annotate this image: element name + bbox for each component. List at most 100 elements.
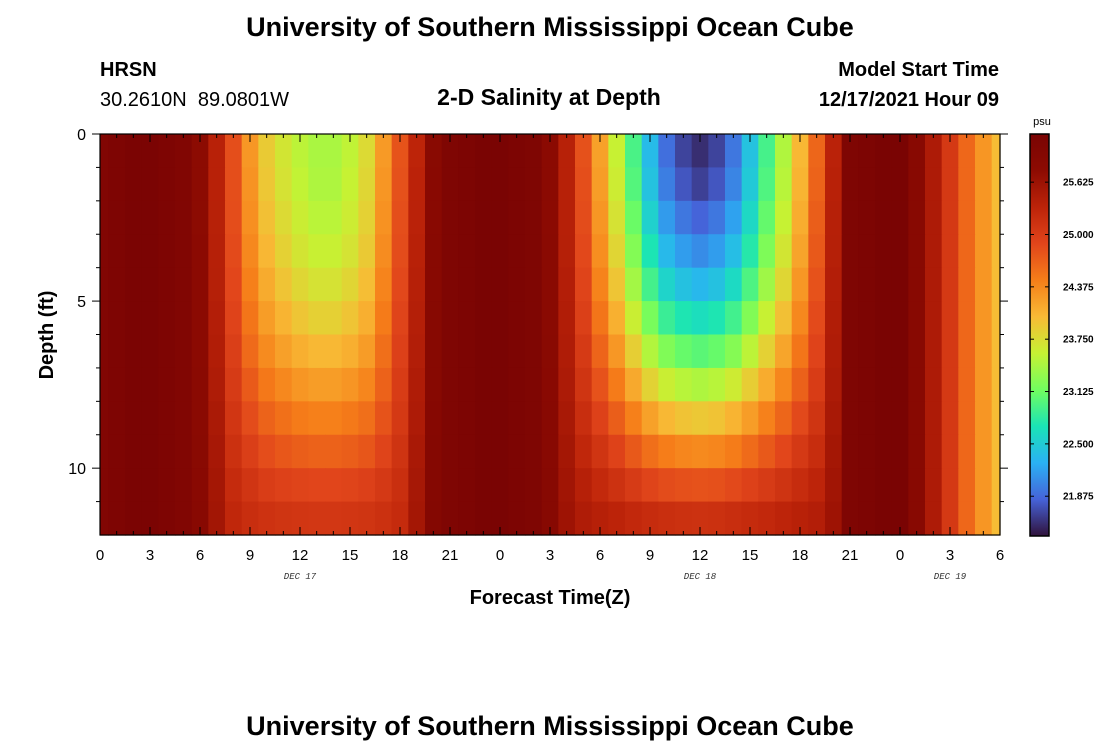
heatmap-cell — [975, 167, 993, 202]
heatmap-cell — [591, 134, 609, 169]
heatmap-cell — [825, 334, 843, 369]
heatmap-cell — [958, 367, 976, 402]
heatmap-cell — [941, 434, 959, 469]
heatmap-cell — [675, 167, 693, 202]
heatmap-cell — [391, 301, 409, 336]
heatmap-cell — [275, 301, 293, 336]
heatmap-cell — [825, 134, 843, 169]
chart-subtitle: 2-D Salinity at Depth — [437, 84, 661, 110]
heatmap-cell — [491, 468, 509, 503]
heatmap-cell — [100, 468, 109, 503]
heatmap-cell — [375, 468, 393, 503]
heatmap-cell — [341, 468, 359, 503]
heatmap-cell — [525, 267, 543, 302]
heatmap-cell — [908, 234, 926, 269]
heatmap-cell — [891, 334, 909, 369]
heatmap-cell — [158, 234, 176, 269]
heatmap-cell — [975, 334, 993, 369]
heatmap-cell — [691, 401, 709, 436]
heatmap-cell — [975, 434, 993, 469]
heatmap-cell — [675, 134, 693, 169]
heatmap-cell — [625, 234, 643, 269]
colorbar-tick-label: 21.875 — [1063, 492, 1094, 503]
heatmap-cell — [275, 434, 293, 469]
x-tick-label: 12 — [292, 547, 309, 564]
heatmap-cell — [408, 200, 426, 235]
heatmap-cell — [291, 401, 309, 436]
heatmap-cell — [358, 134, 376, 169]
heatmap-cell — [841, 267, 859, 302]
heatmap-cell — [425, 167, 443, 202]
heatmap-cell — [991, 301, 1001, 336]
page-title: University of Southern Mississippi Ocean… — [246, 12, 854, 42]
heatmap-cell — [508, 167, 526, 202]
heatmap-cell — [775, 501, 793, 536]
heatmap-cell — [425, 401, 443, 436]
heatmap-cell — [341, 301, 359, 336]
heatmap-cell — [325, 434, 343, 469]
heatmap-cell — [441, 200, 459, 235]
heatmap-cell — [908, 134, 926, 169]
x-tick-label: 15 — [342, 547, 359, 564]
heatmap-cell — [858, 167, 876, 202]
heatmap-cell — [225, 401, 243, 436]
heatmap-cell — [408, 334, 426, 369]
heatmap-cell — [408, 301, 426, 336]
heatmap-cell — [225, 468, 243, 503]
heatmap-cell — [875, 434, 893, 469]
heatmap-cell — [258, 367, 276, 402]
heatmap-cell — [608, 301, 626, 336]
heatmap-cell — [125, 134, 143, 169]
heatmap-cell — [408, 167, 426, 202]
heatmap-cell — [391, 434, 409, 469]
heatmap-cell — [158, 334, 176, 369]
heatmap-cell — [691, 434, 709, 469]
heatmap-cell — [758, 267, 776, 302]
heatmap-cell — [558, 501, 576, 536]
heatmap-cell — [725, 134, 743, 169]
y-tick-label: 10 — [68, 461, 86, 478]
heatmap-cell — [375, 367, 393, 402]
heatmap-cell — [991, 501, 1001, 536]
heatmap-cell — [958, 334, 976, 369]
heatmap-cell — [875, 401, 893, 436]
heatmap-cell — [908, 401, 926, 436]
x-tick-label: 21 — [442, 547, 459, 564]
heatmap-cell — [841, 367, 859, 402]
heatmap-cell — [458, 200, 476, 235]
heatmap-cell — [125, 334, 143, 369]
heatmap-cell — [391, 234, 409, 269]
heatmap-cell — [658, 367, 676, 402]
heatmap-cell — [475, 367, 493, 402]
heatmap-cell — [358, 401, 376, 436]
heatmap-cell — [891, 200, 909, 235]
heatmap-cell — [258, 434, 276, 469]
heatmap-cell — [658, 434, 676, 469]
heatmap-cell — [525, 367, 543, 402]
heatmap-cell — [925, 134, 943, 169]
heatmap-cell — [541, 234, 559, 269]
heatmap-cell — [458, 167, 476, 202]
heatmap-cell — [591, 501, 609, 536]
heatmap-cell — [825, 301, 843, 336]
heatmap-cell — [441, 501, 459, 536]
heatmap-cell — [641, 468, 659, 503]
heatmap-cell — [558, 334, 576, 369]
heatmap-cell — [508, 434, 526, 469]
heatmap-cell — [441, 134, 459, 169]
heatmap-cell — [475, 401, 493, 436]
heatmap-cell — [475, 267, 493, 302]
heatmap-cell — [325, 167, 343, 202]
heatmap-cell — [591, 468, 609, 503]
heatmap-cell — [691, 468, 709, 503]
heatmap-cell — [975, 200, 993, 235]
heatmap-cell — [625, 434, 643, 469]
heatmap-cell — [775, 468, 793, 503]
heatmap-cell — [791, 334, 809, 369]
heatmap-cell — [275, 234, 293, 269]
heatmap-cell — [775, 434, 793, 469]
heatmap-cell — [258, 501, 276, 536]
heatmap-cell — [425, 367, 443, 402]
heatmap-cell — [925, 434, 943, 469]
heatmap-cell — [691, 200, 709, 235]
